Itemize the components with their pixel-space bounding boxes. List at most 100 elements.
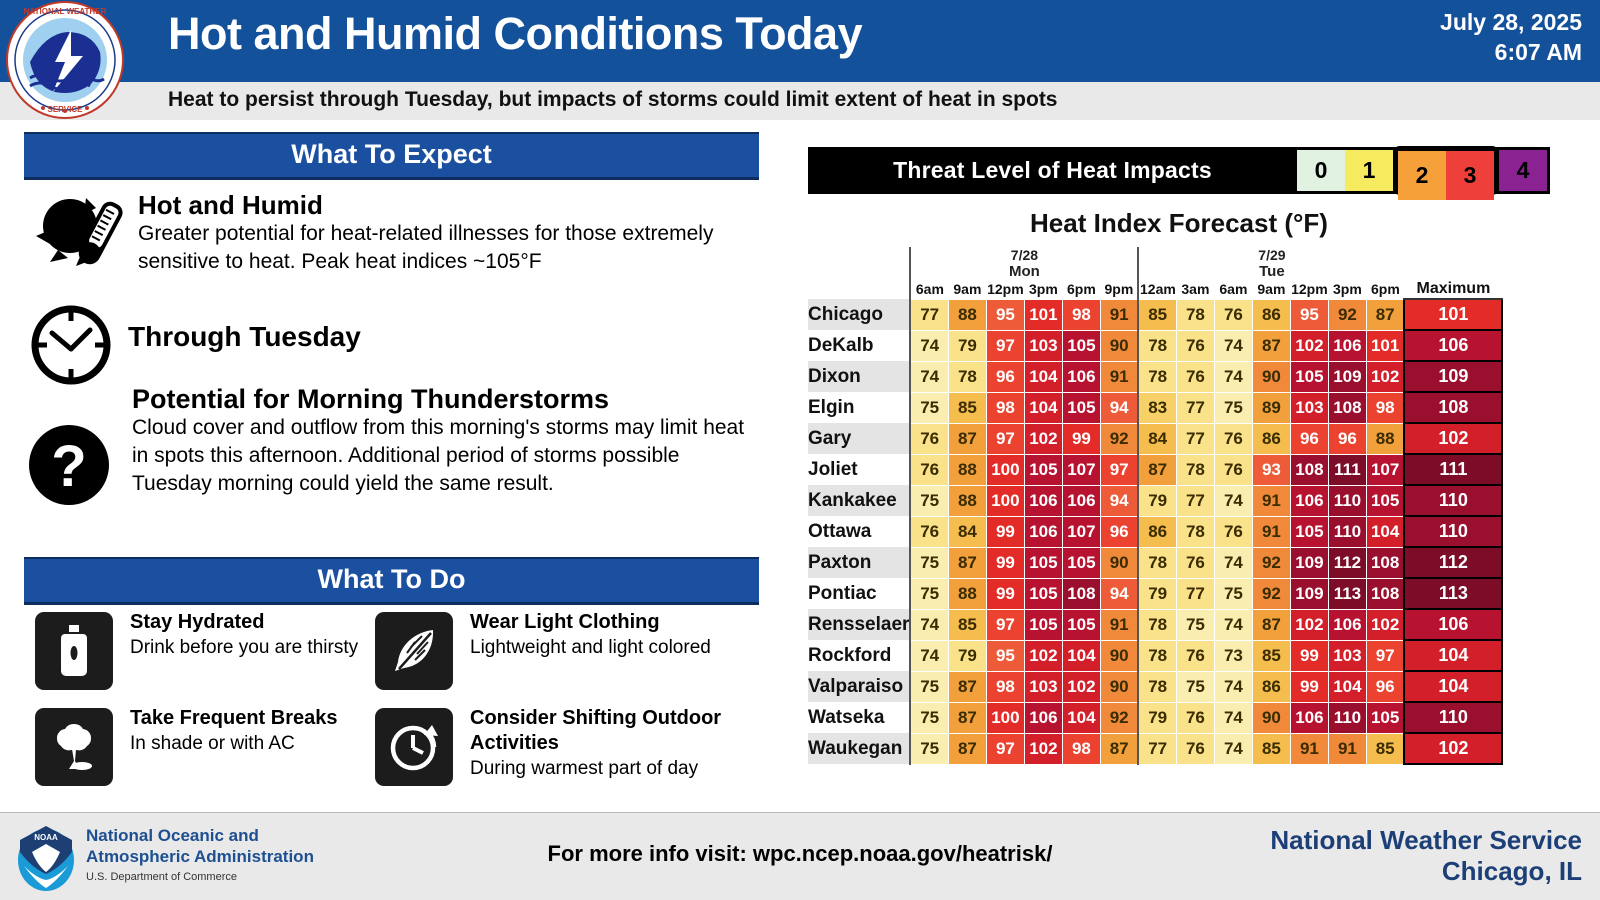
heat-index-cell: 78 [1137, 546, 1177, 579]
heat-index-cell: 93 [1251, 453, 1291, 486]
max-spacer [1404, 263, 1502, 280]
heat-index-cell: 73 [1213, 639, 1253, 672]
heat-index-cell: 74 [1213, 360, 1253, 393]
heat-index-cell: 78 [947, 360, 987, 393]
hour-header-mon-9pm: 9pm [1104, 281, 1134, 298]
heat-index-cell: 79 [1137, 577, 1177, 610]
heat-index-cell: 98 [1061, 732, 1101, 765]
maximum-cell: 112 [1403, 546, 1504, 579]
todo-item-title: Stay Hydrated [130, 611, 265, 633]
more-info-link[interactable]: For more info visit: wpc.ncep.noaa.gov/h… [547, 841, 1053, 866]
expect-item-title: Through Tuesday [128, 321, 361, 352]
heat-index-cell: 108 [1327, 391, 1367, 424]
heat-index-cell: 105 [1061, 329, 1101, 362]
expect-item-body: Cloud cover and outflow from this mornin… [132, 416, 745, 495]
maximum-cell: 113 [1403, 577, 1504, 610]
chart-title: Heat Index Forecast (°F) [1030, 208, 1328, 238]
heat-index-cell: 76 [1175, 360, 1215, 393]
heat-index-cell: 88 [947, 577, 987, 610]
heat-index-cell: 90 [1099, 329, 1139, 362]
date-row: 7/28 7/29 [808, 247, 1502, 263]
heat-index-cell: 105 [1023, 546, 1063, 579]
heat-index-cell: 95 [985, 639, 1025, 672]
heat-index-cell: 87 [947, 546, 987, 579]
page-title: Hot and Humid Conditions Today [168, 8, 863, 59]
threat-level-swatch-0: 0 [1297, 150, 1345, 191]
heat-index-cell: 108 [1365, 577, 1405, 610]
heat-index-cell: 75 [909, 391, 949, 424]
location-label-dekalb: DeKalb [808, 330, 911, 361]
heat-index-cell: 106 [1023, 515, 1063, 548]
hour-header-tue-9am: 9am [1257, 281, 1286, 298]
heat-index-cell: 97 [985, 608, 1025, 641]
expect-item-hot-and-humid: Hot and Humid Greater potential for heat… [30, 190, 750, 276]
heat-index-cell: 77 [1175, 577, 1215, 610]
table-row: Rensselaer 74 85 97 105 105 91 78 75 74 87 102 106 10… [808, 608, 1504, 641]
expect-item-thunderstorms: ? Potential for Morning Thunderstorms Cl… [28, 384, 758, 505]
location-label-pontiac: Pontiac [808, 578, 911, 609]
table-row: DeKalb 74 79 97 103 105 90 78 76 74 87 102 106 101 106 [808, 329, 1504, 362]
todo-item-body: During warmest part of day [470, 758, 699, 779]
heat-index-cell: 94 [1099, 577, 1139, 610]
heat-index-cell: 74 [1213, 546, 1253, 579]
table-row: Ottawa 76 84 99 106 107 96 86 78 76 91 105 110 104 110 [808, 515, 1504, 548]
heat-index-cell: 76 [1175, 732, 1215, 765]
heat-index-cell: 112 [1327, 546, 1367, 579]
heat-index-cell: 87 [947, 670, 987, 703]
heat-index-cell: 77 [1175, 422, 1215, 455]
table-row: Joliet 76 88 100 105 107 97 87 78 76 93 108 111 107 11… [808, 453, 1504, 486]
heat-index-cell: 110 [1327, 484, 1367, 517]
heat-index-cell: 75 [909, 670, 949, 703]
heat-index-cell: 98 [1365, 391, 1405, 424]
heat-index-cell: 84 [947, 515, 987, 548]
heat-index-cell: 109 [1327, 360, 1367, 393]
heat-index-cell: 105 [1061, 608, 1101, 641]
heat-index-cell: 74 [1213, 329, 1253, 362]
heat-index-cell: 106 [1327, 608, 1367, 641]
heat-index-cell: 91 [1251, 484, 1291, 517]
maximum-cell: 104 [1403, 639, 1504, 672]
heat-index-cell: 107 [1061, 453, 1101, 486]
location-label-waukegan: Waukegan [808, 733, 911, 764]
noaa-agency-text: National Oceanic and Atmospheric Adminis… [86, 825, 314, 883]
heat-index-cell: 76 [909, 422, 949, 455]
heat-index-cell: 91 [1327, 732, 1367, 765]
heat-index-cell: 104 [1061, 639, 1101, 672]
heat-index-cell: 100 [985, 484, 1025, 517]
heat-index-cell: 74 [909, 329, 949, 362]
heat-index-cell: 113 [1327, 577, 1367, 610]
heat-index-cell: 91 [1099, 360, 1139, 393]
heat-index-cell: 76 [909, 515, 949, 548]
threat-level-label: Threat Level of Heat Impacts [893, 157, 1212, 183]
feather-icon [375, 612, 453, 690]
what-to-expect-heading: What To Expect [24, 132, 759, 180]
heat-index-cell: 75 [909, 484, 949, 517]
heat-index-cell: 103 [1327, 639, 1367, 672]
heat-index-cell: 92 [1327, 298, 1367, 331]
heat-index-cell: 87 [947, 701, 987, 734]
heat-index-cell: 79 [947, 329, 987, 362]
heat-index-cell: 96 [1099, 515, 1139, 548]
table-row: Kankakee 75 88 100 106 106 94 79 77 74 91 106 110 105… [808, 484, 1504, 517]
heat-index-cell: 75 [909, 701, 949, 734]
heat-index-cell: 74 [909, 360, 949, 393]
heat-index-cell: 99 [1061, 422, 1101, 455]
day-date-mon: 7/28 [909, 247, 1139, 263]
heat-index-cell: 90 [1099, 670, 1139, 703]
heat-index-cell: 100 [985, 453, 1025, 486]
heat-index-cell: 98 [985, 391, 1025, 424]
hour-row: 6am 9am 12pm 3pm 6pm 9pm 12am 3am 6am 9am 12pm 3pm 6… [808, 280, 1503, 300]
heat-index-cell: 75 [1213, 391, 1253, 424]
maximum-cell: 109 [1403, 360, 1504, 393]
table-row: Rockford 74 79 95 102 104 90 78 76 73 85 99 103 97 104 [808, 639, 1504, 672]
noaa-line2: Atmospheric Administration [86, 847, 314, 866]
heat-index-cell: 102 [1289, 608, 1329, 641]
maximum-cell: 106 [1403, 608, 1504, 641]
table-row: Valparaiso 75 87 98 103 102 90 78 75 74 86 99 104 96 1… [808, 670, 1504, 703]
hour-header-mon-6pm: 6pm [1067, 281, 1096, 298]
heat-index-cell: 78 [1137, 670, 1177, 703]
corner-cell [808, 263, 910, 280]
clock-arrow-icon [375, 708, 453, 786]
